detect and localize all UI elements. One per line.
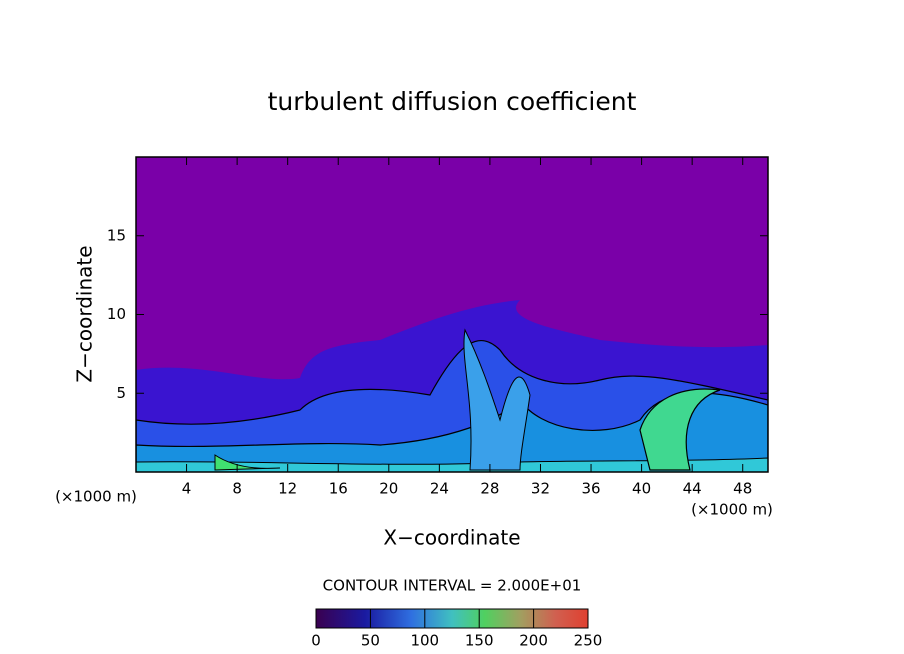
field-region: [639, 388, 721, 471]
x-axis-label: X−coordinate: [383, 526, 520, 550]
x-tick-label: 28: [480, 480, 499, 498]
x-tick-label: 48: [733, 480, 752, 498]
y-unit-label: (×1000 m): [691, 501, 773, 519]
field-region: [214, 454, 281, 471]
x-tick-label: 36: [581, 480, 600, 498]
x-tick-label: 44: [683, 480, 702, 498]
y-tick-label: 5: [116, 384, 126, 402]
x-tick-label: 20: [379, 480, 398, 498]
chart-title: turbulent diffusion coefficient: [268, 87, 637, 116]
x-tick-label: 12: [278, 480, 297, 498]
x-tick-label: 24: [430, 480, 449, 498]
colorbar: [315, 608, 589, 629]
x-tick-label: 8: [232, 480, 242, 498]
colorbar-tick-label: 250: [574, 632, 603, 650]
y-axis-label: Z−coordinate: [73, 245, 97, 382]
contour-interval: CONTOUR INTERVAL = 2.000E+01: [323, 577, 582, 595]
x-tick-label: 32: [531, 480, 550, 498]
x-tick-label: 4: [182, 480, 192, 498]
x-tick-label: 40: [632, 480, 651, 498]
colorbar-tick-label: 150: [465, 632, 494, 650]
colorbar-tick-label: 0: [311, 632, 321, 650]
colorbar-tick-label: 100: [410, 632, 439, 650]
colorbar-tick-label: 200: [519, 632, 548, 650]
x-tick-label: 16: [329, 480, 348, 498]
colorbar-tick-label: 50: [361, 632, 380, 650]
field-region: [463, 328, 531, 471]
contour-field: [136, 157, 768, 472]
y-tick-label: 10: [107, 305, 126, 323]
x-unit-label: (×1000 m): [55, 488, 137, 506]
y-tick-label: 15: [107, 226, 126, 244]
